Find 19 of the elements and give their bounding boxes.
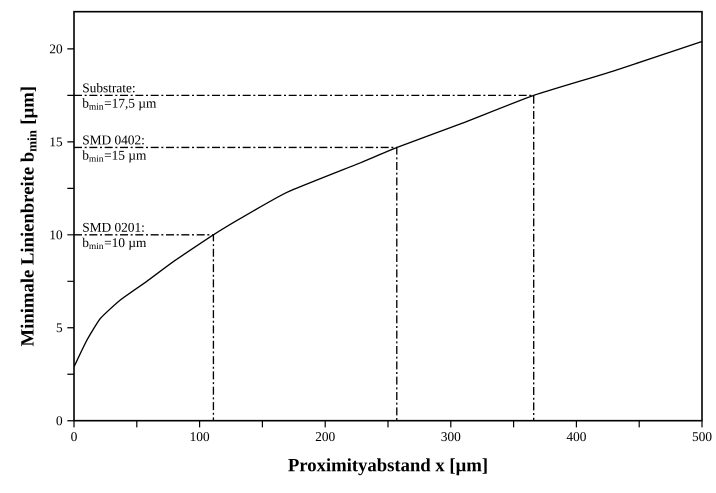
y-tick-label: 5 <box>56 323 62 332</box>
y-tick-label: 10 <box>50 230 62 240</box>
x-tick-label: 0 <box>71 432 77 442</box>
y-axis-title: Minimale Linienbreite b$_{min}$ [µm] <box>20 87 38 346</box>
x-tick-label: 400 <box>566 432 586 442</box>
x-tick-label: 200 <box>316 432 335 442</box>
y-tick-label: 15 <box>50 137 62 146</box>
annotation: b$_{min}$=15 µm <box>82 150 146 162</box>
y-tick-label: 0 <box>56 416 62 426</box>
annotation: Substrate: <box>83 83 135 92</box>
x-tick-label: 100 <box>190 432 210 442</box>
annotation: b$_{min}$=10 µm <box>82 238 146 250</box>
annotation: SMD 0201: <box>83 222 144 232</box>
annotation: b$_{min}$=17,5 µm <box>82 98 156 110</box>
x-tick-label: 300 <box>441 432 460 442</box>
annotation: SMD 0402: <box>83 135 144 145</box>
y-tick-label: 20 <box>50 44 62 54</box>
x-tick-label: 500 <box>692 432 712 442</box>
x-axis-title: Proximityabstand x [µm] <box>288 458 487 476</box>
